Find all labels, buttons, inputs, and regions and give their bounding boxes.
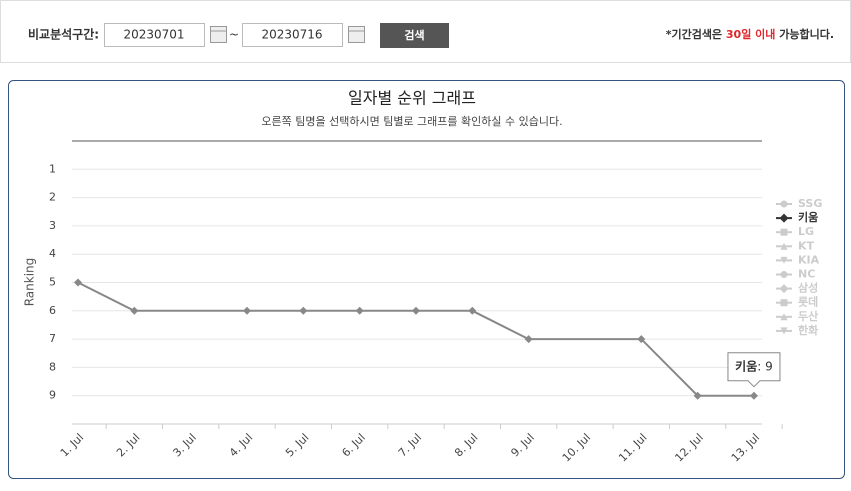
calendar-icon[interactable] [210,26,227,43]
y-tick-label: 9 [49,389,56,402]
marker [299,306,308,315]
marker [779,213,789,223]
marker [130,306,139,315]
legend-label: NC [798,268,815,281]
y-tick-label: 8 [49,360,56,373]
legend-label: 두산 [798,309,818,323]
tooltip: 키움: 9 [727,352,781,388]
y-tick-label: 7 [49,332,56,345]
date-input[interactable] [242,23,343,47]
legend-item[interactable]: SSG [776,197,822,210]
separator: ~ [229,28,239,42]
tooltip-box [727,352,781,388]
search-note: *기간검색은 30일 이내 가능합니다. [666,27,834,41]
marker [411,306,420,315]
y-axis-label: Ranking [23,258,37,307]
note-text: 가능합니다. [775,27,834,41]
legend-item[interactable]: KIA [776,253,820,266]
legend-item[interactable]: 키움 [776,210,818,224]
y-tick-label: 3 [49,219,56,232]
legend-label: 한화 [798,323,818,337]
legend-item[interactable]: 두산 [776,309,818,323]
marker [749,391,758,400]
legend-label: 키움 [798,210,818,224]
legend-label: SSG [798,197,822,210]
y-tick-label: 2 [49,191,56,204]
tooltip-series: 키움 [735,358,757,373]
legend-label: KT [798,239,815,252]
marker [780,256,788,264]
legend-item[interactable]: 한화 [776,323,818,337]
y-tick-label: 1 [49,162,56,175]
marker [780,242,788,250]
legend-item[interactable]: LG [776,225,814,238]
date-from: 20230701 [123,28,184,42]
note-text: *기간검색은 [666,27,726,41]
marker [355,306,364,315]
y-tick-label: 5 [49,276,56,289]
chart-subtitle: 오른쪽 팀명을 선택하시면 팀별로 그래프를 확인하실 수 있습니다. [261,114,562,128]
marker [780,228,788,236]
legend-label: KIA [798,253,820,266]
marker [468,306,477,315]
search-button-label: 검색 [404,28,424,42]
date-input[interactable] [104,23,205,47]
marker [779,284,789,294]
tooltip-value: 9 [765,359,773,373]
marker [693,391,702,400]
legend-item[interactable]: KT [776,239,815,252]
legend-item[interactable]: 삼성 [776,281,818,295]
tooltip-sep: : [757,359,765,373]
search-button[interactable] [380,23,449,48]
y-tick-label: 4 [49,247,56,260]
date-to: 20230716 [261,28,322,42]
marker [780,299,788,307]
search-label: 비교분석구간: [28,27,99,42]
tooltip-text: 키움: 9 [735,358,773,373]
legend-label: 롯데 [798,295,818,309]
legend-item[interactable]: 롯데 [776,295,818,309]
marker [780,271,788,278]
marker [780,313,788,321]
y-tick-label: 6 [49,304,56,317]
chart-title: 일자별 순위 그래프 [348,89,476,108]
marker [524,335,533,344]
chart-panel [8,80,845,479]
legend-label: LG [798,225,814,238]
note-highlight: 30일 이내 [726,27,776,41]
legend-item[interactable]: NC [776,268,815,281]
calendar-icon[interactable] [348,26,365,43]
marker [242,306,251,315]
marker [780,200,788,208]
marker [637,335,646,344]
legend-label: 삼성 [798,281,818,295]
marker [74,278,82,287]
marker [780,327,788,335]
